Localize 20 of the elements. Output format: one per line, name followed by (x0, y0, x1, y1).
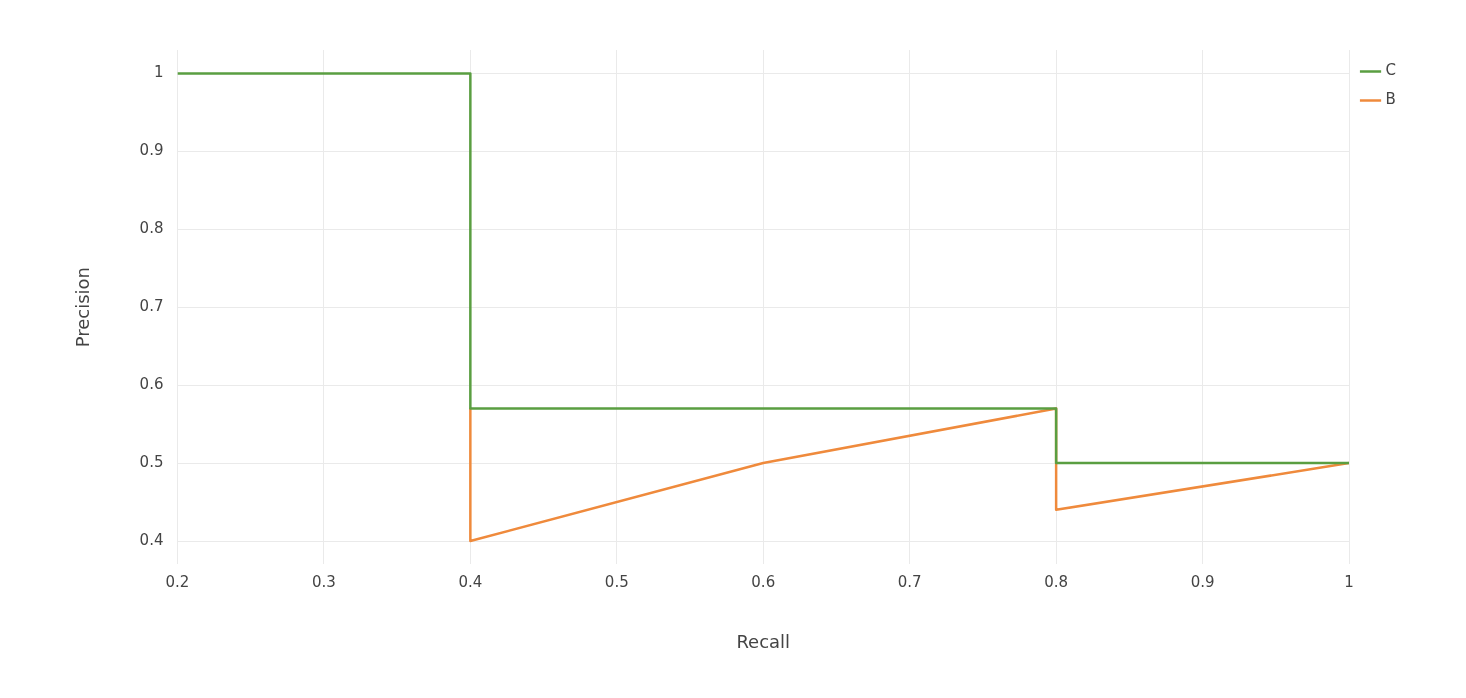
x-tick-label: 0.6 (751, 573, 776, 592)
x-tick-label: 0.8 (1044, 573, 1069, 592)
legend-label: C (1385, 61, 1397, 80)
x-axis-title: Recall (736, 630, 791, 652)
x-tick-label: 0.4 (458, 573, 483, 592)
y-tick-label: 0.6 (139, 375, 164, 394)
legend-label: B (1385, 90, 1396, 109)
y-tick-label: 1 (153, 63, 164, 82)
y-tick-label: 0.7 (139, 297, 164, 316)
x-tick-label: 1 (1344, 573, 1354, 592)
y-tick-label: 0.8 (139, 219, 164, 238)
x-tick-label: 0.2 (165, 573, 190, 592)
y-tick-label: 0.9 (139, 141, 164, 160)
x-tick-label: 0.7 (897, 573, 922, 592)
y-axis-title: Precision (72, 267, 94, 348)
x-tick-label: 0.9 (1190, 573, 1215, 592)
x-tick-label: 0.3 (311, 573, 336, 592)
y-tick-label: 0.5 (139, 452, 164, 471)
x-tick-label: 0.5 (604, 573, 629, 592)
y-tick-label: 0.4 (139, 530, 164, 549)
